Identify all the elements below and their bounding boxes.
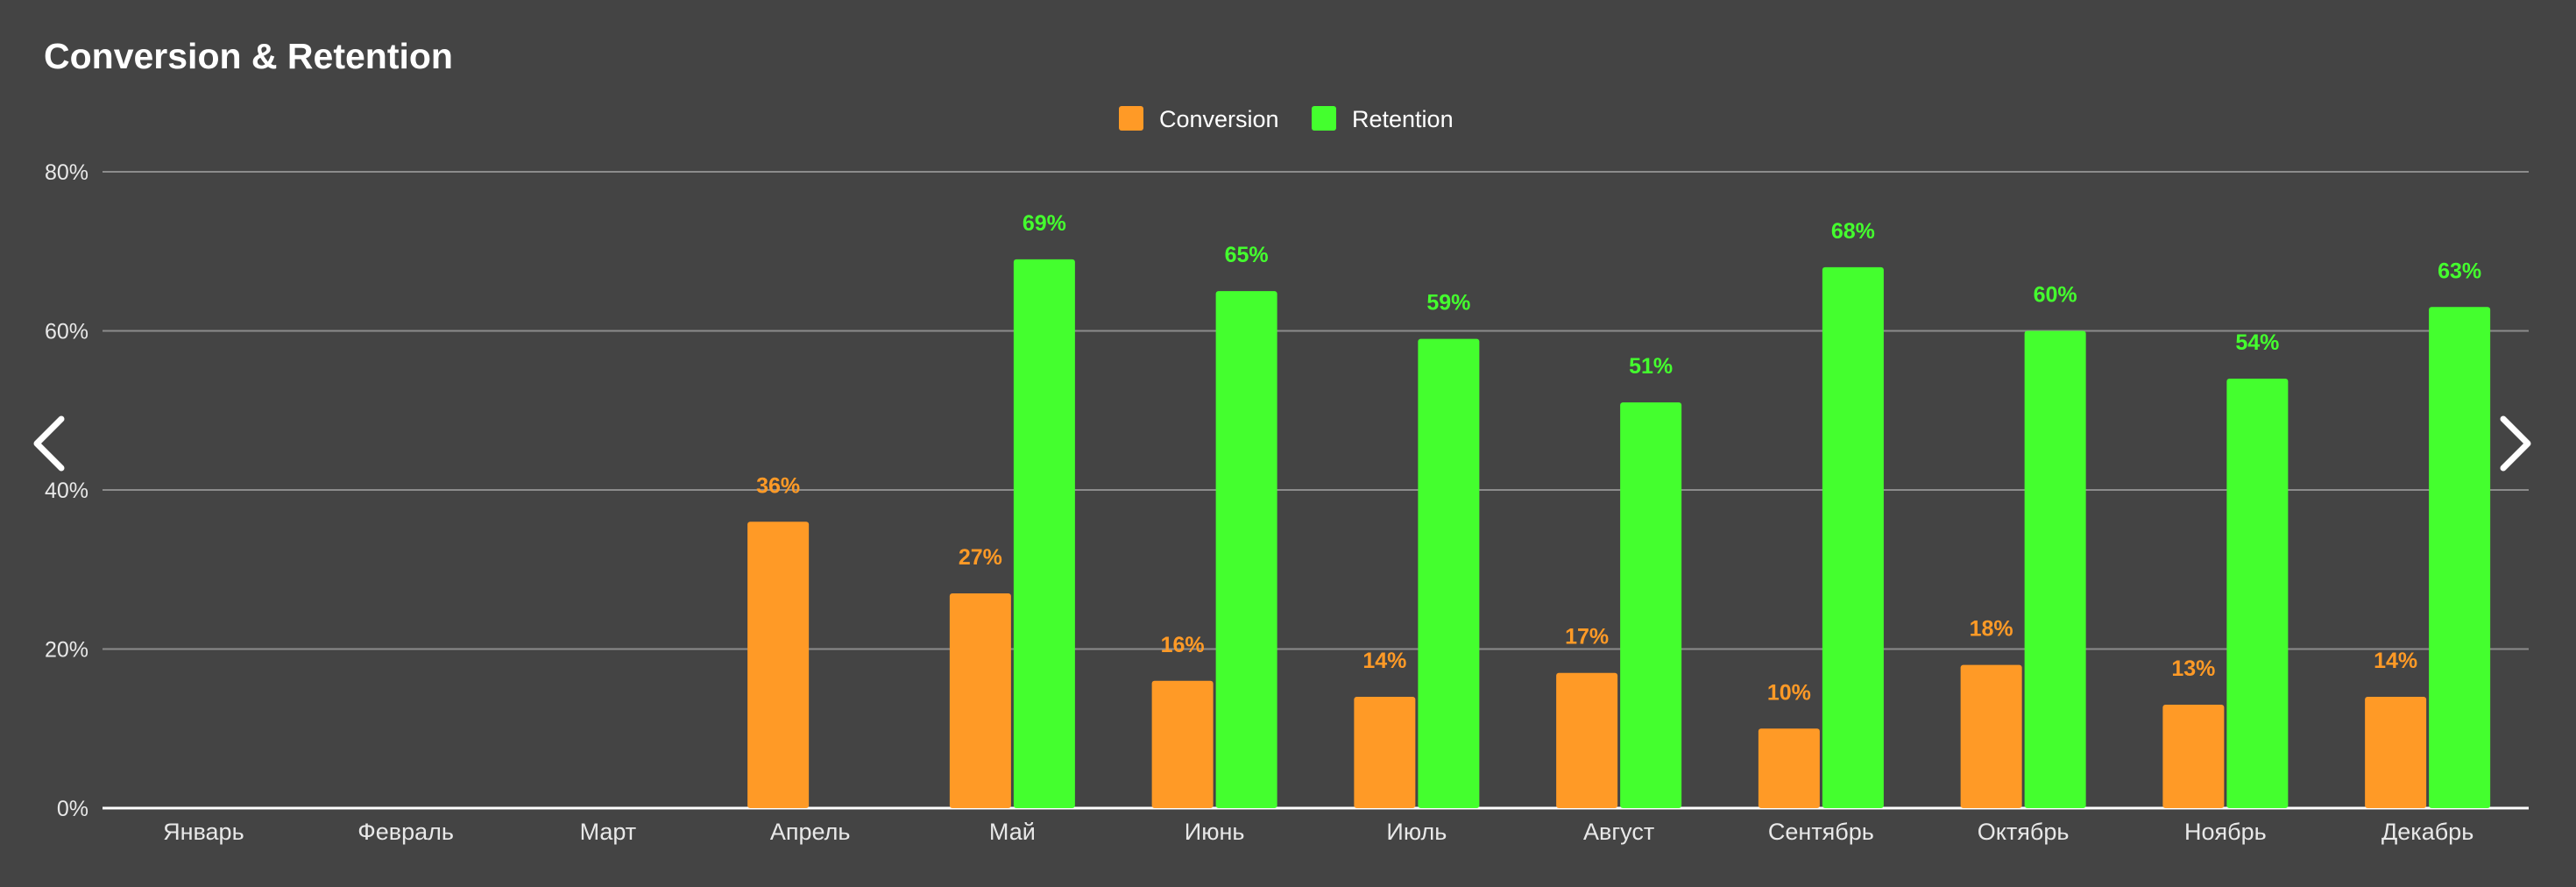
x-tick-label: Июль bbox=[1386, 819, 1447, 845]
x-tick-label: Август bbox=[1583, 819, 1654, 845]
x-tick-label: Апрель bbox=[770, 819, 851, 845]
x-tick-label: Март bbox=[580, 819, 637, 845]
x-tick-label: Май bbox=[989, 819, 1036, 845]
bar-retention bbox=[1620, 402, 1682, 808]
bars bbox=[747, 259, 2491, 808]
legend: Conversion Retention bbox=[1119, 106, 1454, 132]
bar-conversion bbox=[949, 593, 1011, 808]
y-tick-label: 60% bbox=[45, 320, 88, 344]
legend-swatch-retention bbox=[1312, 106, 1336, 131]
data-label-conversion: 14% bbox=[2374, 649, 2417, 673]
legend-label-conversion: Conversion bbox=[1159, 106, 1279, 132]
x-tick-label: Январь bbox=[163, 819, 244, 845]
x-axis: Январь Февраль Март Апрель Май Июнь Июль Август… bbox=[163, 819, 2473, 845]
data-label-retention: 54% bbox=[2235, 330, 2279, 355]
data-label-conversion: 36% bbox=[756, 473, 800, 498]
bar-retention bbox=[1822, 266, 1884, 808]
data-label-conversion: 27% bbox=[959, 545, 1002, 570]
bar-retention bbox=[1418, 338, 1480, 808]
prev-chart-button[interactable] bbox=[18, 403, 79, 482]
bar-conversion bbox=[1960, 664, 2022, 808]
bar-retention bbox=[2226, 378, 2289, 808]
bar-conversion bbox=[1758, 728, 1820, 808]
chevron-right-icon bbox=[2500, 415, 2531, 472]
y-tick-label: 40% bbox=[45, 479, 88, 503]
x-tick-label: Октябрь bbox=[1978, 819, 2070, 845]
data-label-retention: 69% bbox=[1023, 211, 1066, 236]
data-label-conversion: 13% bbox=[2171, 656, 2215, 681]
y-tick-label: 20% bbox=[45, 638, 88, 663]
gridlines bbox=[103, 171, 2529, 810]
x-tick-label: Июнь bbox=[1185, 819, 1245, 845]
bar-retention bbox=[2024, 330, 2086, 808]
x-tick-label: Декабрь bbox=[2381, 819, 2473, 845]
data-label-retention: 51% bbox=[1629, 354, 1673, 379]
y-tick-label: 0% bbox=[57, 797, 88, 821]
legend-swatch-conversion bbox=[1119, 106, 1143, 131]
bar-conversion bbox=[1556, 672, 1618, 808]
bar-conversion bbox=[2162, 705, 2225, 808]
data-labels: 36% 27% 69% 16% 65% 14% 59% 17% 51% 10% 68% 18% 60% 1… bbox=[756, 211, 2481, 705]
data-label-conversion: 10% bbox=[1767, 680, 1811, 705]
bar-retention bbox=[2429, 307, 2491, 808]
bar-conversion bbox=[1354, 696, 1416, 808]
data-label-retention: 63% bbox=[2438, 259, 2481, 283]
chart-title: Conversion & Retention bbox=[44, 36, 453, 76]
data-label-conversion: 18% bbox=[1970, 617, 2013, 642]
x-tick-label: Сентябрь bbox=[1768, 819, 1874, 845]
data-label-retention: 65% bbox=[1225, 243, 1269, 267]
data-label-conversion: 17% bbox=[1565, 625, 1609, 649]
data-label-retention: 60% bbox=[2034, 283, 2077, 308]
x-tick-label: Февраль bbox=[357, 819, 454, 845]
bar-retention bbox=[1013, 259, 1075, 808]
data-label-conversion: 16% bbox=[1161, 633, 1205, 657]
next-chart-button[interactable] bbox=[2488, 403, 2550, 482]
bar-conversion bbox=[747, 522, 810, 808]
bar-retention bbox=[1215, 291, 1277, 808]
bar-conversion bbox=[2365, 696, 2427, 808]
y-axis: 0% 20% 40% 60% 80% bbox=[45, 160, 88, 821]
y-tick-label: 80% bbox=[45, 160, 88, 185]
data-label-retention: 68% bbox=[1831, 219, 1875, 244]
bar-conversion bbox=[1151, 680, 1214, 808]
chevron-left-icon bbox=[33, 415, 65, 472]
legend-label-retention: Retention bbox=[1352, 106, 1454, 132]
x-tick-label: Ноябрь bbox=[2184, 819, 2267, 845]
data-label-retention: 59% bbox=[1426, 291, 1470, 316]
data-label-conversion: 14% bbox=[1362, 649, 1406, 673]
